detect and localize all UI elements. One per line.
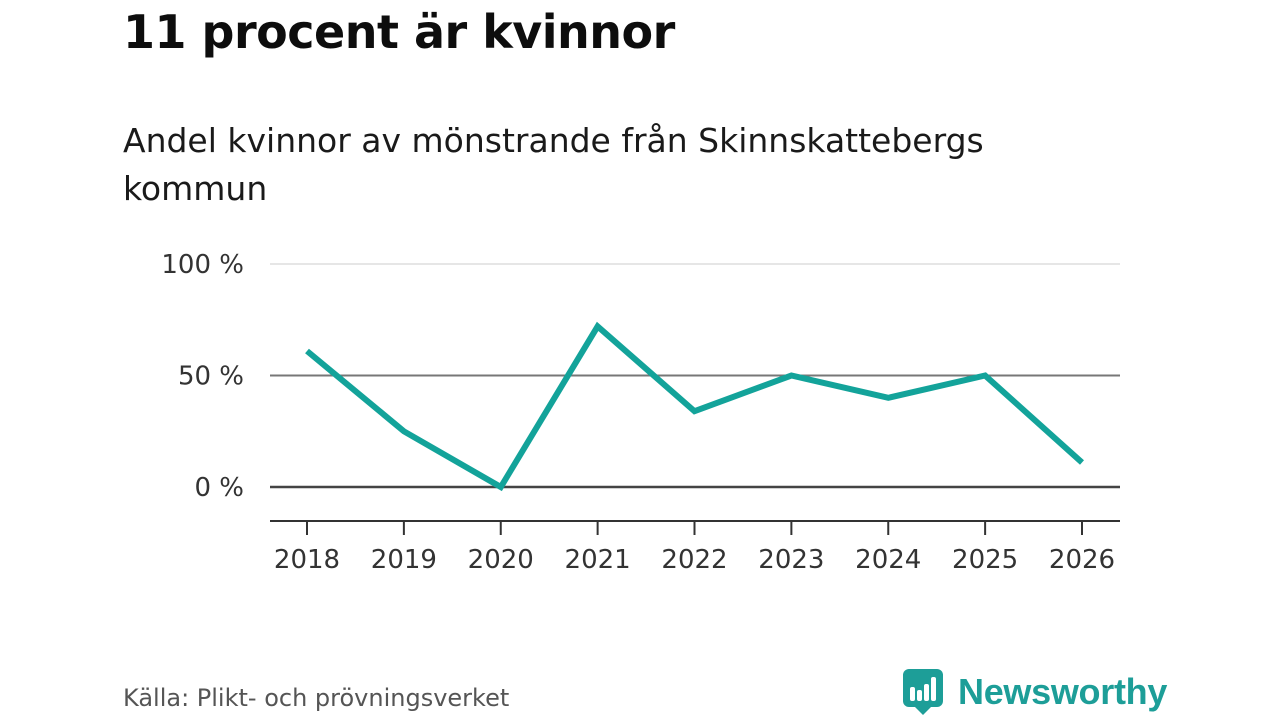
series [305,321,1085,492]
newsworthy-logo-icon [903,669,943,715]
y-tick-label-50: 50 % [178,362,244,392]
x-tick-label-2018: 2018 [274,545,340,575]
x-tick-label-2020: 2020 [468,545,534,575]
x-tick-label-2026: 2026 [1049,545,1115,575]
series-line-0 [305,321,1085,492]
x-tick-label-2024: 2024 [855,545,921,575]
chart-subtitle: Andel kvinnor av mönstrande från Skinnsk… [123,121,984,208]
y-tick-label-100: 100 % [161,250,244,280]
source-note: Källa: Plikt- och prövningsverket [123,684,510,712]
y-axis-ticks: 0 % 50 % 100 % [161,250,244,503]
x-tick-label-2023: 2023 [758,545,824,575]
newsworthy-logo[interactable]: Newsworthy [902,668,1167,716]
x-axis: 2018 2019 2020 2021 2022 2023 2024 2025 2026 [270,520,1120,575]
y-tick-label-0: 0 % [194,473,244,503]
chart-title: 11 procent är kvinnor [123,5,675,59]
newsworthy-logo-text: Newsworthy [958,671,1168,712]
x-tick-label-2022: 2022 [661,545,727,575]
x-tick-label-2021: 2021 [565,545,631,575]
gridlines [270,263,1120,489]
x-tick-label-2025: 2025 [952,545,1018,575]
x-tick-label-2019: 2019 [371,545,437,575]
